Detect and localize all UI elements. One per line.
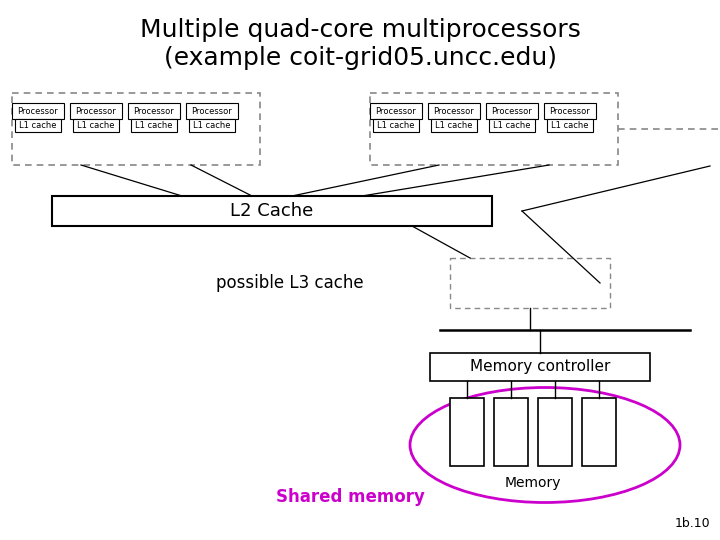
- Text: Processor: Processor: [376, 106, 416, 116]
- Text: Processor: Processor: [17, 106, 58, 116]
- Text: L1 cache: L1 cache: [19, 121, 57, 130]
- Text: L1 cache: L1 cache: [77, 121, 114, 130]
- Bar: [486, 103, 538, 119]
- Text: Shared memory: Shared memory: [276, 488, 424, 506]
- Text: Memory controller: Memory controller: [470, 360, 610, 375]
- Text: L1 cache: L1 cache: [193, 121, 230, 130]
- Text: Processor: Processor: [76, 106, 117, 116]
- Bar: [428, 103, 480, 119]
- Bar: [128, 103, 180, 119]
- Bar: [12, 93, 260, 165]
- Text: Processor: Processor: [192, 106, 233, 116]
- Text: (example coit-grid05.uncc.edu): (example coit-grid05.uncc.edu): [163, 46, 557, 70]
- Bar: [15, 119, 61, 132]
- Text: Processor: Processor: [549, 106, 590, 116]
- Text: L2 Cache: L2 Cache: [230, 202, 314, 220]
- Bar: [70, 103, 122, 119]
- Bar: [131, 119, 177, 132]
- Bar: [582, 398, 616, 466]
- Text: Processor: Processor: [134, 106, 174, 116]
- Bar: [431, 119, 477, 132]
- Bar: [494, 398, 528, 466]
- Text: Processor: Processor: [492, 106, 532, 116]
- Text: Multiple quad-core multiprocessors: Multiple quad-core multiprocessors: [140, 18, 580, 42]
- Bar: [489, 119, 535, 132]
- Text: 1b.10: 1b.10: [675, 517, 710, 530]
- Bar: [430, 353, 650, 381]
- Text: possible L3 cache: possible L3 cache: [216, 274, 364, 292]
- Text: Memory: Memory: [505, 476, 562, 490]
- Bar: [186, 103, 238, 119]
- Bar: [189, 119, 235, 132]
- Bar: [538, 398, 572, 466]
- Bar: [547, 119, 593, 132]
- Bar: [370, 103, 422, 119]
- Text: L1 cache: L1 cache: [493, 121, 531, 130]
- Bar: [450, 398, 484, 466]
- Bar: [450, 258, 610, 308]
- Bar: [73, 119, 119, 132]
- Text: Processor: Processor: [433, 106, 474, 116]
- Bar: [370, 93, 618, 165]
- Bar: [12, 103, 64, 119]
- Bar: [373, 119, 419, 132]
- Text: L1 cache: L1 cache: [436, 121, 473, 130]
- Text: L1 cache: L1 cache: [552, 121, 589, 130]
- Text: L1 cache: L1 cache: [377, 121, 415, 130]
- Bar: [52, 196, 492, 226]
- Text: L1 cache: L1 cache: [135, 121, 173, 130]
- Bar: [544, 103, 596, 119]
